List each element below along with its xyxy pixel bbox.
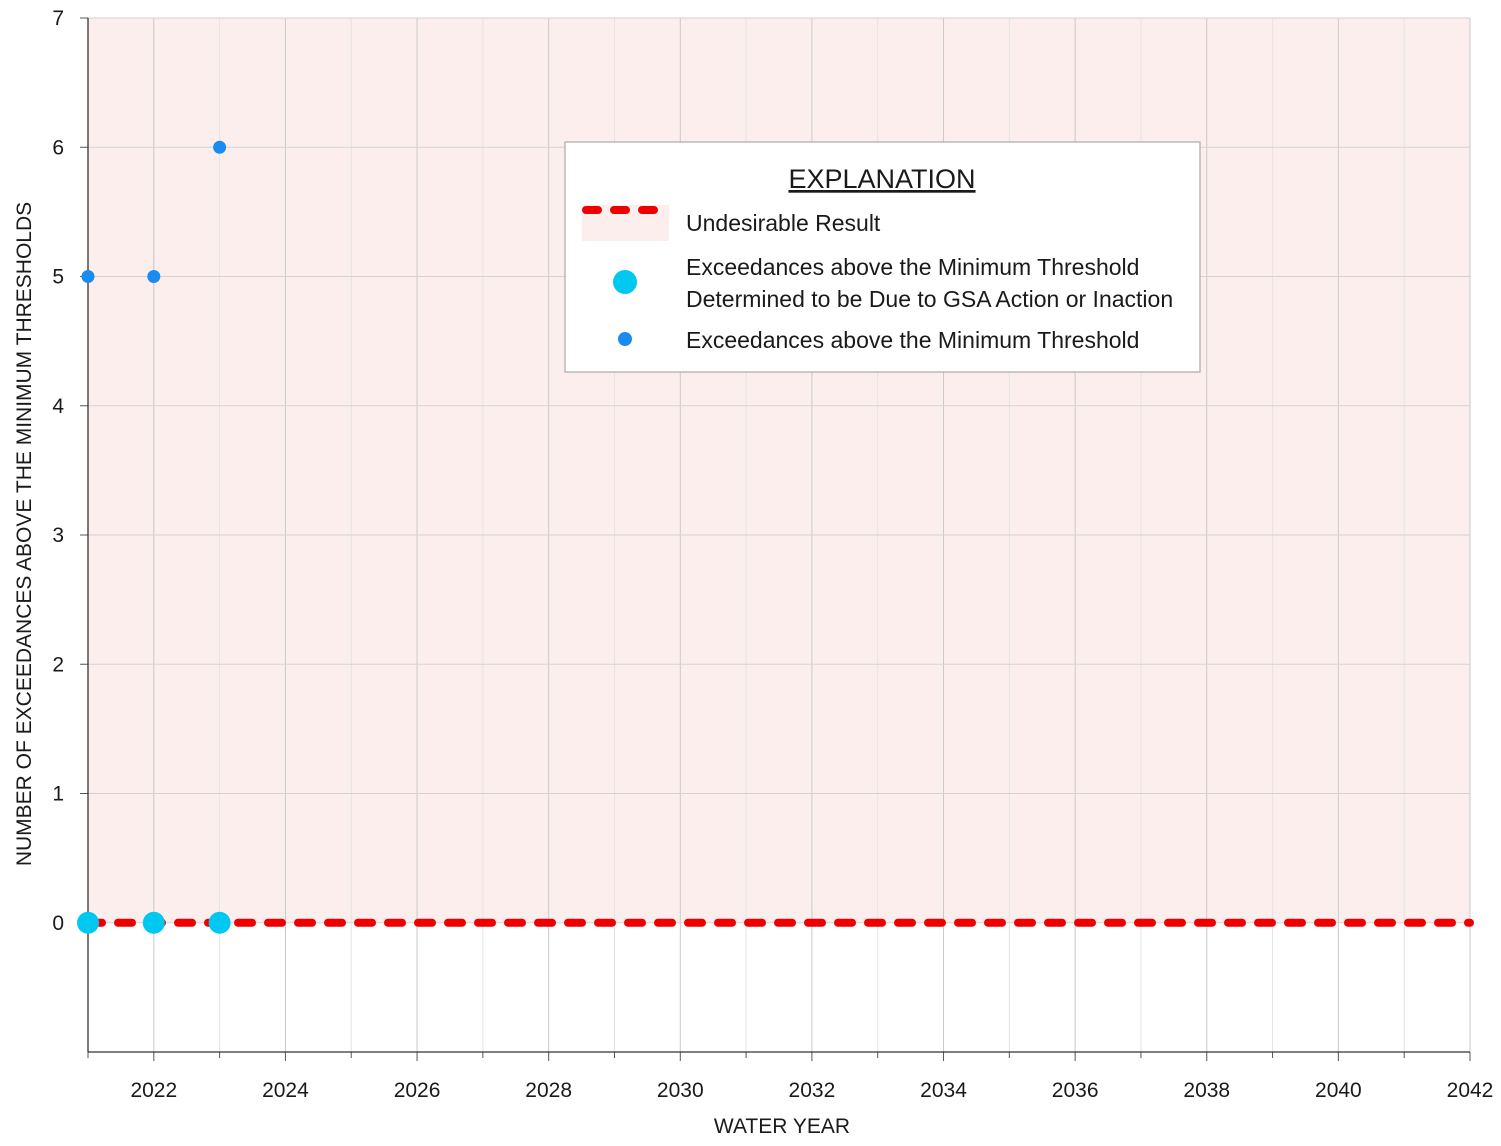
y-tick-label: 5 bbox=[52, 266, 64, 289]
y-tick-label: 3 bbox=[52, 524, 64, 547]
series-layer bbox=[77, 140, 1474, 934]
x-tick-label: 2042 bbox=[1447, 1079, 1494, 1102]
tick-labels-layer: 0 1 2 3 4 5 6 7 2022 2024 2026 2028 2030 2032 2034 2036… bbox=[52, 7, 1493, 1102]
x-tick-label: 2032 bbox=[789, 1079, 836, 1102]
y-tick-label: 6 bbox=[52, 136, 64, 159]
y-tick-label: 7 bbox=[52, 7, 64, 30]
gsa-exceedance-point bbox=[208, 911, 231, 934]
legend: EXPLANATION Undesirable Result Exceedances… bbox=[564, 141, 1201, 373]
y-tick-label: 2 bbox=[52, 653, 64, 676]
legend-label-gsa-exceedances: Exceedances above the Minimum Threshold bbox=[686, 254, 1139, 280]
x-tick-label: 2034 bbox=[920, 1079, 967, 1102]
x-tick-label: 2026 bbox=[394, 1079, 441, 1102]
x-tick-label: 2038 bbox=[1183, 1079, 1230, 1102]
legend-title: EXPLANATION bbox=[788, 164, 975, 194]
exceedance-point bbox=[81, 270, 95, 283]
x-tick-label: 2040 bbox=[1315, 1079, 1362, 1102]
legend-swatch-small-point bbox=[618, 332, 632, 346]
y-axis-title: NUMBER OF EXCEEDANCES ABOVE THE MINIMUM … bbox=[13, 202, 36, 866]
exceedance-point bbox=[213, 140, 227, 154]
axes-layer bbox=[80, 17, 1471, 1061]
y-tick-label: 0 bbox=[52, 912, 64, 935]
x-tick-label: 2028 bbox=[525, 1079, 572, 1102]
legend-box bbox=[564, 141, 1201, 373]
legend-label-undesirable-result: Undesirable Result bbox=[686, 210, 881, 236]
x-tick-label: 2024 bbox=[262, 1079, 309, 1102]
legend-label-gsa-exceedances: Determined to be Due to GSA Action or In… bbox=[686, 286, 1173, 312]
x-tick-label: 2022 bbox=[130, 1079, 177, 1102]
x-tick-label: 2030 bbox=[657, 1079, 704, 1102]
x-axis-title: WATER YEAR bbox=[714, 1115, 850, 1138]
x-tick-label: 2036 bbox=[1052, 1079, 1099, 1102]
gsa-exceedance-point bbox=[142, 911, 165, 934]
gsa-exceedance-point bbox=[77, 911, 99, 934]
y-tick-label: 1 bbox=[52, 783, 64, 806]
legend-label-exceedances: Exceedances above the Minimum Threshold bbox=[686, 327, 1139, 353]
legend-swatch-large-point bbox=[613, 270, 637, 294]
exceedance-point bbox=[147, 270, 161, 283]
y-tick-label: 4 bbox=[52, 395, 64, 418]
